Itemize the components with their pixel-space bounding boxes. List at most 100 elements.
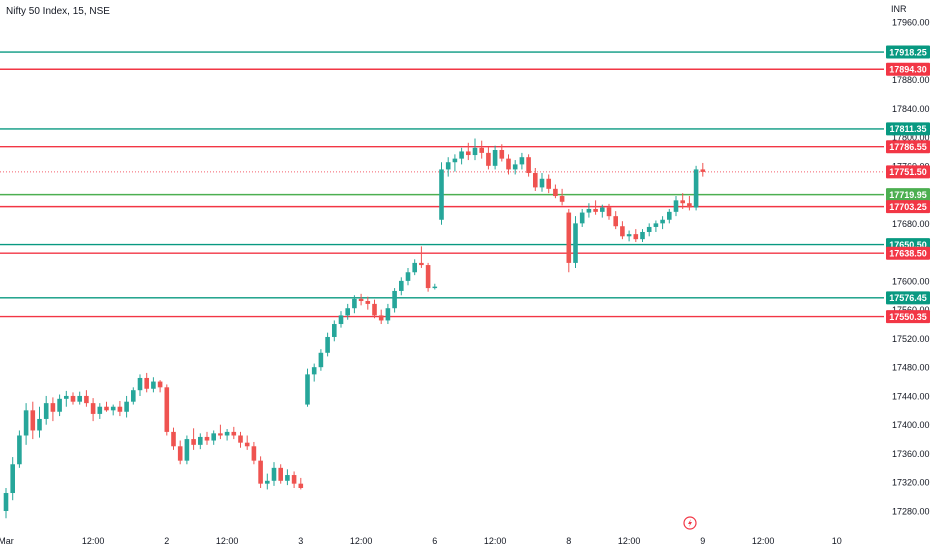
level-price-badge: 17811.35 <box>889 124 926 134</box>
candle-body <box>519 157 525 165</box>
lightning-icon[interactable] <box>683 516 697 530</box>
candle-body <box>399 280 404 291</box>
candle-body <box>445 162 451 170</box>
candle-body <box>191 439 196 445</box>
candle-body <box>77 395 82 402</box>
candle-body <box>110 406 116 411</box>
level-price-badge: 17638.50 <box>889 248 927 258</box>
candle-body <box>305 374 310 405</box>
x-tick-label: 12:00 <box>216 536 239 546</box>
y-tick-label: 17520.00 <box>892 334 930 344</box>
level-price-badge: 17576.45 <box>889 293 927 303</box>
x-tick-label: 9 <box>700 536 705 546</box>
level-price-badge: 17703.25 <box>889 202 927 212</box>
candle-body <box>70 395 76 402</box>
level-price-badge: 17650.50 <box>889 240 927 250</box>
candle-body <box>499 150 505 159</box>
candle-body <box>620 226 625 237</box>
candle-body <box>358 298 364 302</box>
candle-body <box>365 301 371 304</box>
candle-body <box>593 208 598 212</box>
candle-body <box>218 433 223 436</box>
candle-body <box>405 272 411 281</box>
candle-body <box>425 265 431 289</box>
candle-body <box>479 147 484 153</box>
y-tick-label: 17960.00 <box>892 18 930 28</box>
candle-body <box>419 262 424 266</box>
candle-body <box>311 367 317 375</box>
y-tick-label: 17280.00 <box>892 507 930 517</box>
candle-body <box>124 401 129 412</box>
candle-body <box>492 150 498 166</box>
candle-body <box>566 212 572 263</box>
candle-body <box>352 298 357 309</box>
candle-body <box>251 446 257 461</box>
y-tick-label: 17360.00 <box>892 449 930 459</box>
level-labels-group: 17918.25 17894.30 17811.35 17786.55 17719.95… <box>886 45 930 324</box>
level-price-badge-bg <box>886 45 930 59</box>
candle-body <box>466 151 471 156</box>
level-price-badge-bg <box>886 122 930 136</box>
x-tick-label: 12:00 <box>618 536 641 546</box>
x-tick-label: 12:00 <box>484 536 507 546</box>
candle-body <box>338 315 344 325</box>
x-tick-label: 12:00 <box>82 536 105 546</box>
candle-body <box>600 207 605 212</box>
candle-body <box>10 464 15 494</box>
level-price-badge: 17786.55 <box>889 142 927 152</box>
candle-body <box>204 436 210 441</box>
candle-body <box>646 226 652 232</box>
candle-body <box>472 147 478 156</box>
candle-body <box>412 262 417 273</box>
candle-body <box>157 381 163 388</box>
currency-label: INR <box>891 4 907 14</box>
x-tick-label: 6 <box>432 536 437 546</box>
y-tick-label: 17840.00 <box>892 104 930 114</box>
candle-body <box>224 431 230 436</box>
candle-body <box>231 431 237 436</box>
candle-body <box>606 207 612 217</box>
candle-body <box>97 406 103 414</box>
candle-body <box>579 212 585 224</box>
candle-body <box>653 223 659 227</box>
x-tick-label: 3 <box>298 536 303 546</box>
candle-body <box>693 169 699 208</box>
y-tick-label: 17800.00 <box>892 133 930 143</box>
candle-body <box>332 324 337 337</box>
candle-body <box>432 286 438 289</box>
candle-body <box>131 390 136 402</box>
candle-body <box>700 169 706 172</box>
candle-body <box>164 387 170 432</box>
candle-body <box>57 398 62 412</box>
candle-body <box>184 439 190 461</box>
candle-body <box>546 178 551 189</box>
level-price-badge-bg <box>886 246 930 260</box>
candle-body <box>90 403 96 414</box>
candle-body <box>117 406 123 412</box>
candle-body <box>660 219 665 224</box>
level-price-badge-bg <box>886 188 930 202</box>
candle-body <box>626 234 632 237</box>
level-price-badge: 17894.30 <box>889 65 927 75</box>
candle-body <box>23 410 29 436</box>
candle-body <box>559 196 565 202</box>
candle-body <box>3 493 9 511</box>
y-tick-label: 17320.00 <box>892 478 930 488</box>
y-tick-label: 17400.00 <box>892 420 930 430</box>
level-price-badge-bg <box>886 140 930 154</box>
last-price-badge: 17751.50 <box>889 167 927 177</box>
candle-body <box>271 467 277 481</box>
candle-body <box>104 406 109 411</box>
candle-body <box>512 164 518 170</box>
candle-body <box>50 403 56 412</box>
candle-body <box>238 435 243 443</box>
level-price-badge-bg <box>886 291 930 305</box>
candle-body <box>198 436 203 445</box>
candle-body <box>378 315 384 321</box>
candle-body <box>452 158 458 163</box>
x-tick-label: 12:00 <box>350 536 373 546</box>
candle-body <box>285 475 290 481</box>
candles-group <box>3 138 706 519</box>
